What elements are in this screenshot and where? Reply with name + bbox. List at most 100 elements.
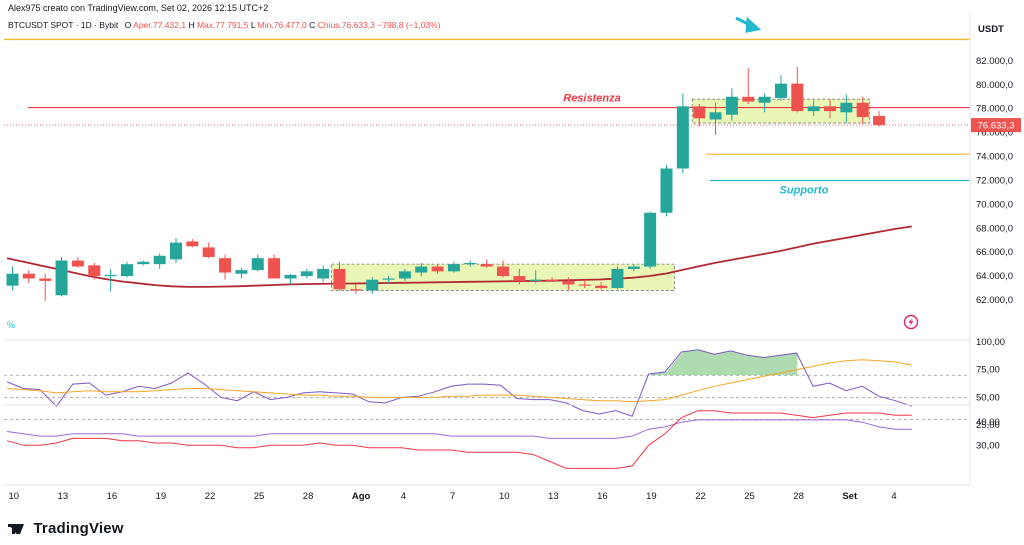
high-value: Max.77.791,5 [196, 20, 249, 30]
low-key: L [250, 20, 256, 30]
x-tick-label: 28 [303, 491, 314, 502]
x-tick-label: 10 [499, 491, 510, 502]
candle-body [791, 83, 804, 112]
tradingview-logo: TradingView [8, 520, 124, 537]
current-price-label: 76.633,3 [978, 121, 1015, 132]
arrow-marker [735, 16, 762, 33]
dmi-line [6, 410, 912, 469]
candle-body [774, 83, 787, 98]
candle-body [644, 212, 657, 267]
candle-body [595, 285, 608, 289]
candle-body [235, 270, 248, 274]
candle-body [497, 266, 509, 277]
candle-body [153, 255, 166, 265]
brand-label: TradingView [33, 520, 124, 537]
candle-body [219, 258, 232, 273]
close-value: Chius.76.633,3 [317, 20, 375, 30]
y-tick-label: 74.000,0 [976, 152, 1013, 163]
candle-body [6, 273, 19, 286]
candle-body [39, 278, 52, 281]
y-tick-label: 64.000,0 [976, 271, 1013, 282]
x-tick-label: Set [842, 491, 858, 502]
candle-body [693, 106, 706, 119]
overbought-fill [650, 349, 798, 376]
y-tick-label: 66.000,0 [976, 247, 1013, 258]
candle-body [120, 264, 133, 277]
x-tick-label: 13 [58, 491, 69, 502]
candle-body [251, 258, 264, 271]
change-value: −798,8 (−1,03%) [377, 20, 441, 30]
x-tick-label: 19 [156, 491, 167, 502]
candle-body [104, 274, 117, 277]
y-tick-label: 72.000,0 [976, 175, 1013, 186]
y-tick-label: 62.000,0 [976, 295, 1013, 306]
y-tick-label: 78.000,0 [976, 104, 1013, 115]
candle-body [349, 289, 362, 291]
candle-body [186, 241, 199, 247]
candle-body [873, 115, 886, 126]
candle-body [725, 96, 738, 115]
open-value: Aper.77.432,1 [133, 20, 187, 30]
ohlc-legend: BTCUSDT SPOT · 1D · Bybit O Aper.77.432,… [8, 20, 441, 30]
x-tick-label: 22 [205, 491, 216, 502]
y-tick-label: 82.000,0 [976, 56, 1013, 67]
support-label: Supporto [780, 184, 829, 196]
candle-body [55, 260, 68, 296]
candle-body [71, 260, 84, 267]
candle-body [513, 276, 526, 281]
x-tick-label: 16 [597, 491, 608, 502]
y-tick-label: 70.000,0 [976, 199, 1013, 210]
candle-body [660, 168, 673, 213]
candle-body [415, 266, 428, 273]
x-tick-label: 25 [744, 491, 755, 502]
low-value: Min.76.477,0 [257, 20, 307, 30]
candle-body [431, 266, 444, 272]
x-tick-label: 4 [401, 491, 406, 502]
moving-average-line [6, 225, 912, 288]
candle-body [333, 268, 346, 290]
candle-body [578, 284, 591, 286]
tv-icon [8, 524, 24, 535]
candle-body [137, 261, 150, 265]
lightning-icon[interactable] [903, 314, 919, 330]
x-tick-label: Ago [352, 491, 371, 502]
high-key: H [188, 20, 195, 30]
creator-line: Alex975 creato con TradingView.com, Set … [8, 3, 269, 13]
rsi-line [6, 349, 912, 417]
x-tick-label: 25 [254, 491, 265, 502]
candle-body [546, 279, 559, 281]
x-tick-label: 4 [891, 491, 896, 502]
candle-body [268, 258, 281, 279]
candle-body [824, 106, 836, 112]
x-tick-label: 7 [450, 491, 455, 502]
x-tick-label: 22 [695, 491, 706, 502]
candle-body [840, 102, 853, 113]
candle-body [807, 106, 820, 112]
candle-body [88, 265, 101, 277]
x-tick-label: 13 [548, 491, 559, 502]
indicator-y-tick: 50,00 [976, 392, 1000, 403]
x-tick-label: 19 [646, 491, 657, 502]
symbol-label: BTCUSDT SPOT · 1D · Bybit [8, 20, 119, 30]
indicator-y-tick: 25,00 [976, 420, 1000, 431]
candle-body [22, 273, 35, 279]
indicator2-y-tick: 30,00 [976, 440, 1000, 451]
y-tick-label: 76.000,0 [976, 128, 1013, 139]
close-key: C [309, 20, 316, 30]
resistance-label: Resistenza [563, 93, 620, 105]
candle-body [758, 96, 771, 103]
y-tick-label: 68.000,0 [976, 223, 1013, 234]
candle-body [284, 274, 297, 279]
indicator2-y-tick: 40,00 [976, 417, 1000, 428]
indicator-y-tick: 75,00 [976, 365, 1000, 376]
percent-marker: % [7, 320, 15, 330]
candle-body [300, 271, 313, 277]
x-tick-label: 10 [9, 491, 20, 502]
x-tick-label: 28 [793, 491, 804, 502]
axis-unit: USDT [978, 24, 1004, 35]
candle-body [627, 266, 640, 269]
candle-body [202, 247, 215, 257]
adx-line [6, 419, 912, 439]
candle-body [529, 279, 542, 281]
